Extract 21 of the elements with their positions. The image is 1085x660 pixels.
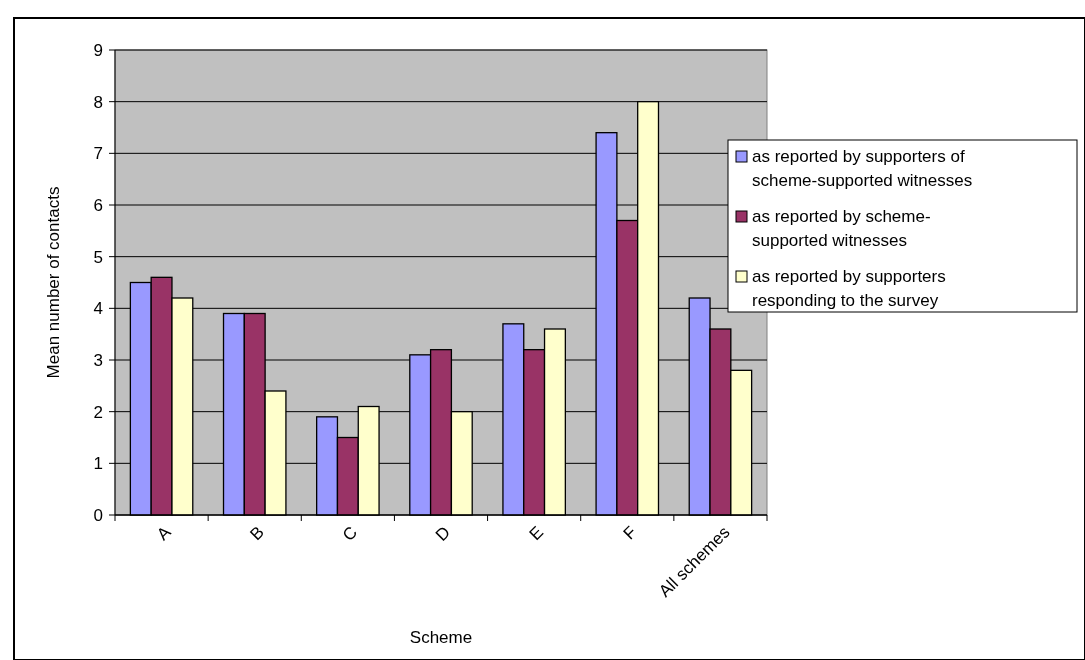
x-axis-title: Scheme [409,628,473,647]
y-tick-label: 0 [93,505,103,525]
y-tick-label: 5 [93,247,103,267]
y-tick-label: 1 [93,454,103,474]
x-tick-label: E [525,522,548,545]
y-axis-title: Mean number of contacts [44,186,63,379]
x-tick-label: D [431,522,455,545]
legend-label: as reported by supporters of scheme-supported witnesses [752,147,973,190]
x-tick-label: B [246,522,268,545]
legend-label: as reported by supporters responding to the survey [752,267,946,310]
x-tick-label: F [619,522,641,544]
y-tick-label: 3 [93,350,103,370]
y-tick-label: 8 [93,92,103,112]
y-tick-label: 2 [93,402,103,422]
x-tick-label: A [153,522,176,545]
y-tick-label: 7 [93,144,103,164]
y-tick-label: 4 [93,299,103,319]
y-tick-label: 9 [93,40,103,60]
legend-label: as reported by scheme-supported witnesses [752,207,931,250]
y-tick-label: 6 [93,195,103,215]
x-tick-label: C [338,522,361,545]
